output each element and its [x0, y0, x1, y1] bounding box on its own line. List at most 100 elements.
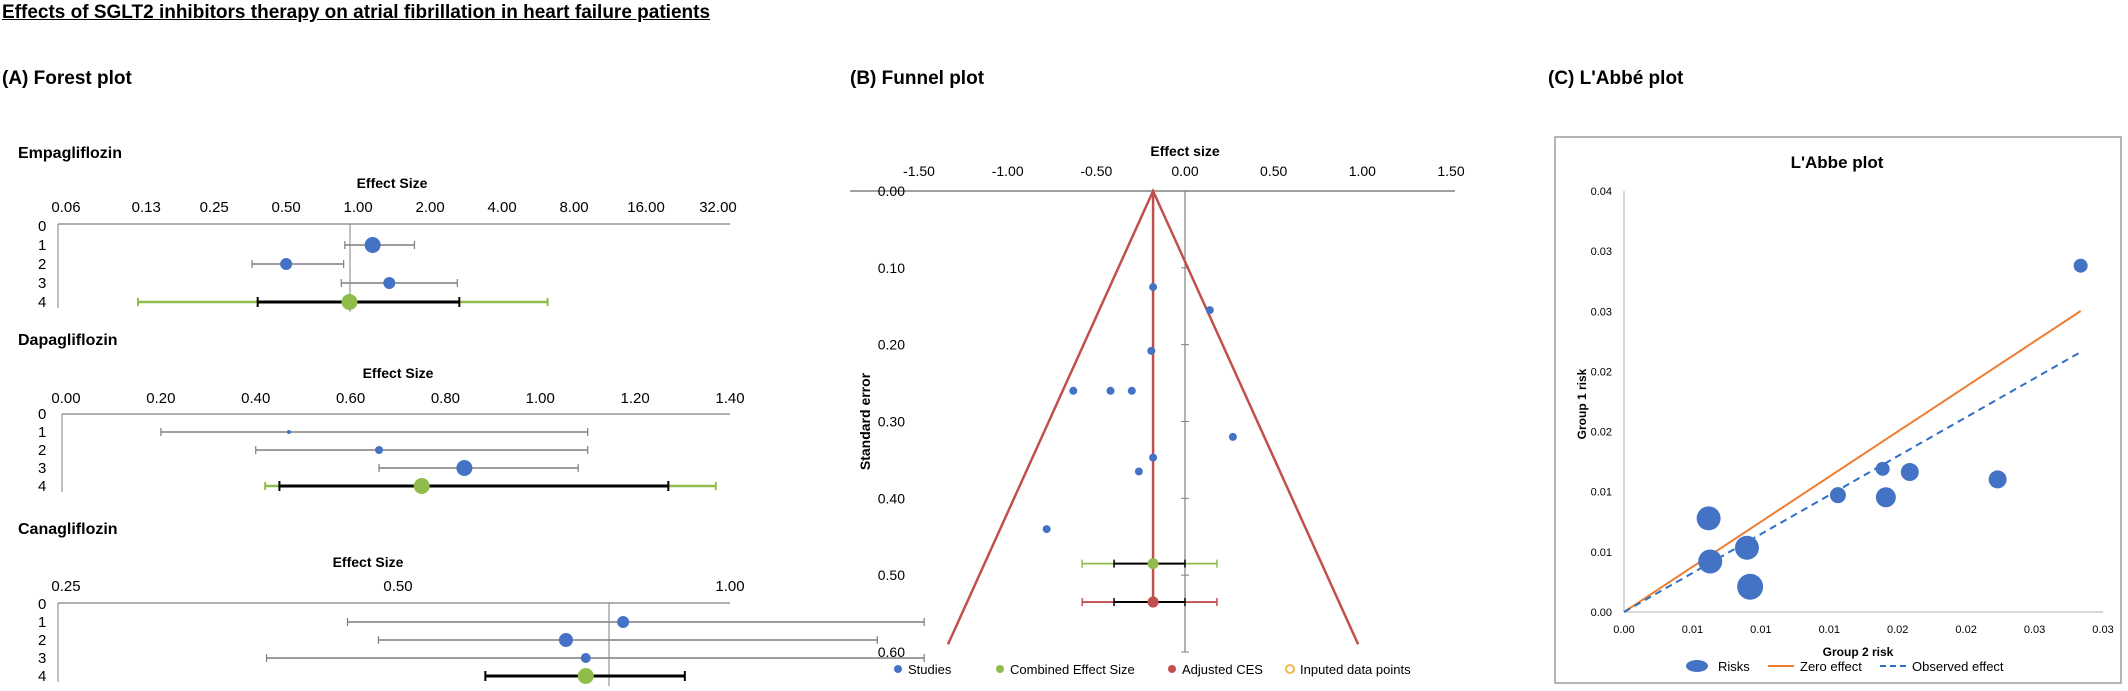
canagliflozin-xtick-label: 1.00: [715, 578, 744, 595]
canagliflozin-row-label: 4: [38, 668, 46, 685]
labbe-legend-label: Zero effect: [1800, 659, 1862, 674]
labbe-xtick-label: 0.03: [2024, 624, 2045, 636]
funnel-legend-marker: [1285, 664, 1295, 674]
funnel-legend-label: Studies: [908, 662, 952, 677]
labbe-xtick-label: 0.03: [2092, 624, 2113, 636]
panel-title-funnel: (B) Funnel plot: [850, 68, 985, 89]
empagliflozin-xtick-label: 8.00: [559, 199, 588, 216]
funnel-xtick-label: 1.50: [1437, 163, 1464, 179]
labbe-ylabel: Group 1 risk: [1575, 368, 1589, 439]
dapagliflozin-xtick-label: 0.80: [431, 390, 460, 407]
canagliflozin-xtick-label: 0.25: [51, 578, 80, 595]
funnel-study-point: [1147, 346, 1156, 355]
labbe-ytick-label: 0.03: [1591, 306, 1612, 318]
dapagliflozin-row-label: 3: [38, 460, 46, 477]
empagliflozin-combined-effect: [341, 294, 358, 310]
canagliflozin-title: Canagliflozin: [18, 521, 118, 538]
labbe-risk-point: [1988, 470, 2007, 489]
empagliflozin-xtick-label: 16.00: [627, 199, 665, 216]
labbe-risk-point: [1875, 487, 1896, 508]
dapagliflozin-xtick-label: 0.60: [336, 390, 365, 407]
labbe-risk-point: [1900, 463, 1919, 482]
empagliflozin-study-point: [364, 237, 381, 253]
empagliflozin-xtick-label: 0.50: [272, 199, 301, 216]
labbe-ytick-label: 0.03: [1591, 246, 1612, 258]
funnel-study-point: [1228, 432, 1237, 441]
empagliflozin-row-label: 0: [38, 218, 46, 235]
empagliflozin-xtick-label: 4.00: [487, 199, 516, 216]
empagliflozin-xtick-label: 0.06: [51, 199, 80, 216]
empagliflozin-study-point: [383, 277, 396, 289]
dapagliflozin-xtick-label: 1.00: [526, 390, 555, 407]
empagliflozin-row-label: 1: [38, 237, 46, 254]
panel-title-labbe: (C) L'Abbé plot: [1548, 68, 1684, 89]
labbe-observed-effect-line: [1623, 351, 2082, 613]
funnel-xlabel: Effect size: [1150, 143, 1219, 159]
funnel-xtick-label: -1.00: [992, 163, 1024, 179]
labbe-legend-marker: [1686, 660, 1708, 672]
canagliflozin-row-label: 3: [38, 650, 46, 667]
labbe-ytick-label: 0.01: [1591, 487, 1612, 499]
labbe-xtick-label: 0.00: [1613, 624, 1634, 636]
labbe-risk-point: [1875, 461, 1890, 476]
funnel-legend-marker: [996, 665, 1004, 673]
funnel-xtick-label: 1.00: [1349, 163, 1376, 179]
empagliflozin-xtick-label: 32.00: [699, 199, 737, 216]
labbe-risk-point: [1698, 549, 1723, 574]
dapagliflozin-study-point: [456, 460, 473, 476]
canagliflozin-combined-effect: [577, 668, 594, 684]
funnel-study-point: [1106, 386, 1115, 395]
canagliflozin-row-label: 1: [38, 614, 46, 631]
funnel-ytick-label: 0.60: [878, 644, 905, 660]
funnel-adjusted-point: [1147, 596, 1159, 608]
labbe-risk-point: [1734, 535, 1759, 560]
canagliflozin-study-point: [558, 633, 573, 647]
funnel-ytick-label: 0.20: [878, 337, 905, 353]
funnel-study-point: [1205, 306, 1214, 315]
labbe-ytick-label: 0.00: [1591, 607, 1612, 619]
labbe-ytick-label: 0.02: [1591, 366, 1612, 378]
funnel-legend-marker: [1168, 665, 1176, 673]
funnel-combined-point: [1147, 558, 1159, 570]
dapagliflozin-xtick-label: 1.40: [715, 390, 744, 407]
dapagliflozin-row-label: 0: [38, 406, 46, 423]
labbe-xtick-label: 0.02: [1955, 624, 1976, 636]
dapagliflozin-study-point: [286, 430, 291, 434]
labbe-frame: [1554, 136, 2122, 684]
panel-title-forest: (A) Forest plot: [2, 68, 132, 89]
funnel-legend-marker: [894, 665, 902, 673]
canagliflozin-row-label: 0: [38, 596, 46, 613]
dapagliflozin-xlabel: Effect Size: [363, 365, 434, 381]
labbe-legend-label: Observed effect: [1912, 659, 2004, 674]
funnel-ytick-label: 0.50: [878, 567, 905, 583]
labbe-ytick-label: 0.01: [1591, 547, 1612, 559]
dapagliflozin-row-label: 4: [38, 478, 46, 495]
labbe-risk-point: [1737, 573, 1764, 600]
empagliflozin-xtick-label: 0.25: [200, 199, 229, 216]
dapagliflozin-xtick-label: 0.00: [51, 390, 80, 407]
dapagliflozin-row-label: 1: [38, 424, 46, 441]
dapagliflozin-xtick-label: 0.20: [146, 390, 175, 407]
figure-title: Effects of SGLT2 inhibitors therapy on a…: [2, 2, 711, 23]
labbe-xtick-label: 0.01: [1682, 624, 1703, 636]
dapagliflozin-xtick-label: 0.40: [241, 390, 270, 407]
canagliflozin-study-point: [617, 616, 630, 628]
funnel-study-point: [1149, 453, 1158, 462]
funnel-legend-label: Inputed data points: [1300, 662, 1411, 677]
labbe-risk-point: [1696, 506, 1721, 531]
funnel-ytick-label: 0.00: [878, 183, 905, 199]
funnel-xtick-label: 0.50: [1260, 163, 1287, 179]
canagliflozin-xtick-label: 0.50: [383, 578, 412, 595]
empagliflozin-xtick-label: 1.00: [344, 199, 373, 216]
empagliflozin-xtick-label: 2.00: [416, 199, 445, 216]
labbe-xlabel: Group 2 risk: [1823, 645, 1894, 659]
funnel-study-point: [1042, 525, 1051, 534]
labbe-legend-label: Risks: [1718, 659, 1750, 674]
empagliflozin-row-label: 2: [38, 256, 46, 273]
funnel-study-point: [1069, 386, 1078, 395]
labbe-ytick-label: 0.02: [1591, 427, 1612, 439]
funnel-study-point: [1149, 283, 1158, 292]
funnel-ytick-label: 0.40: [878, 490, 905, 506]
dapagliflozin-combined-effect: [413, 478, 430, 494]
